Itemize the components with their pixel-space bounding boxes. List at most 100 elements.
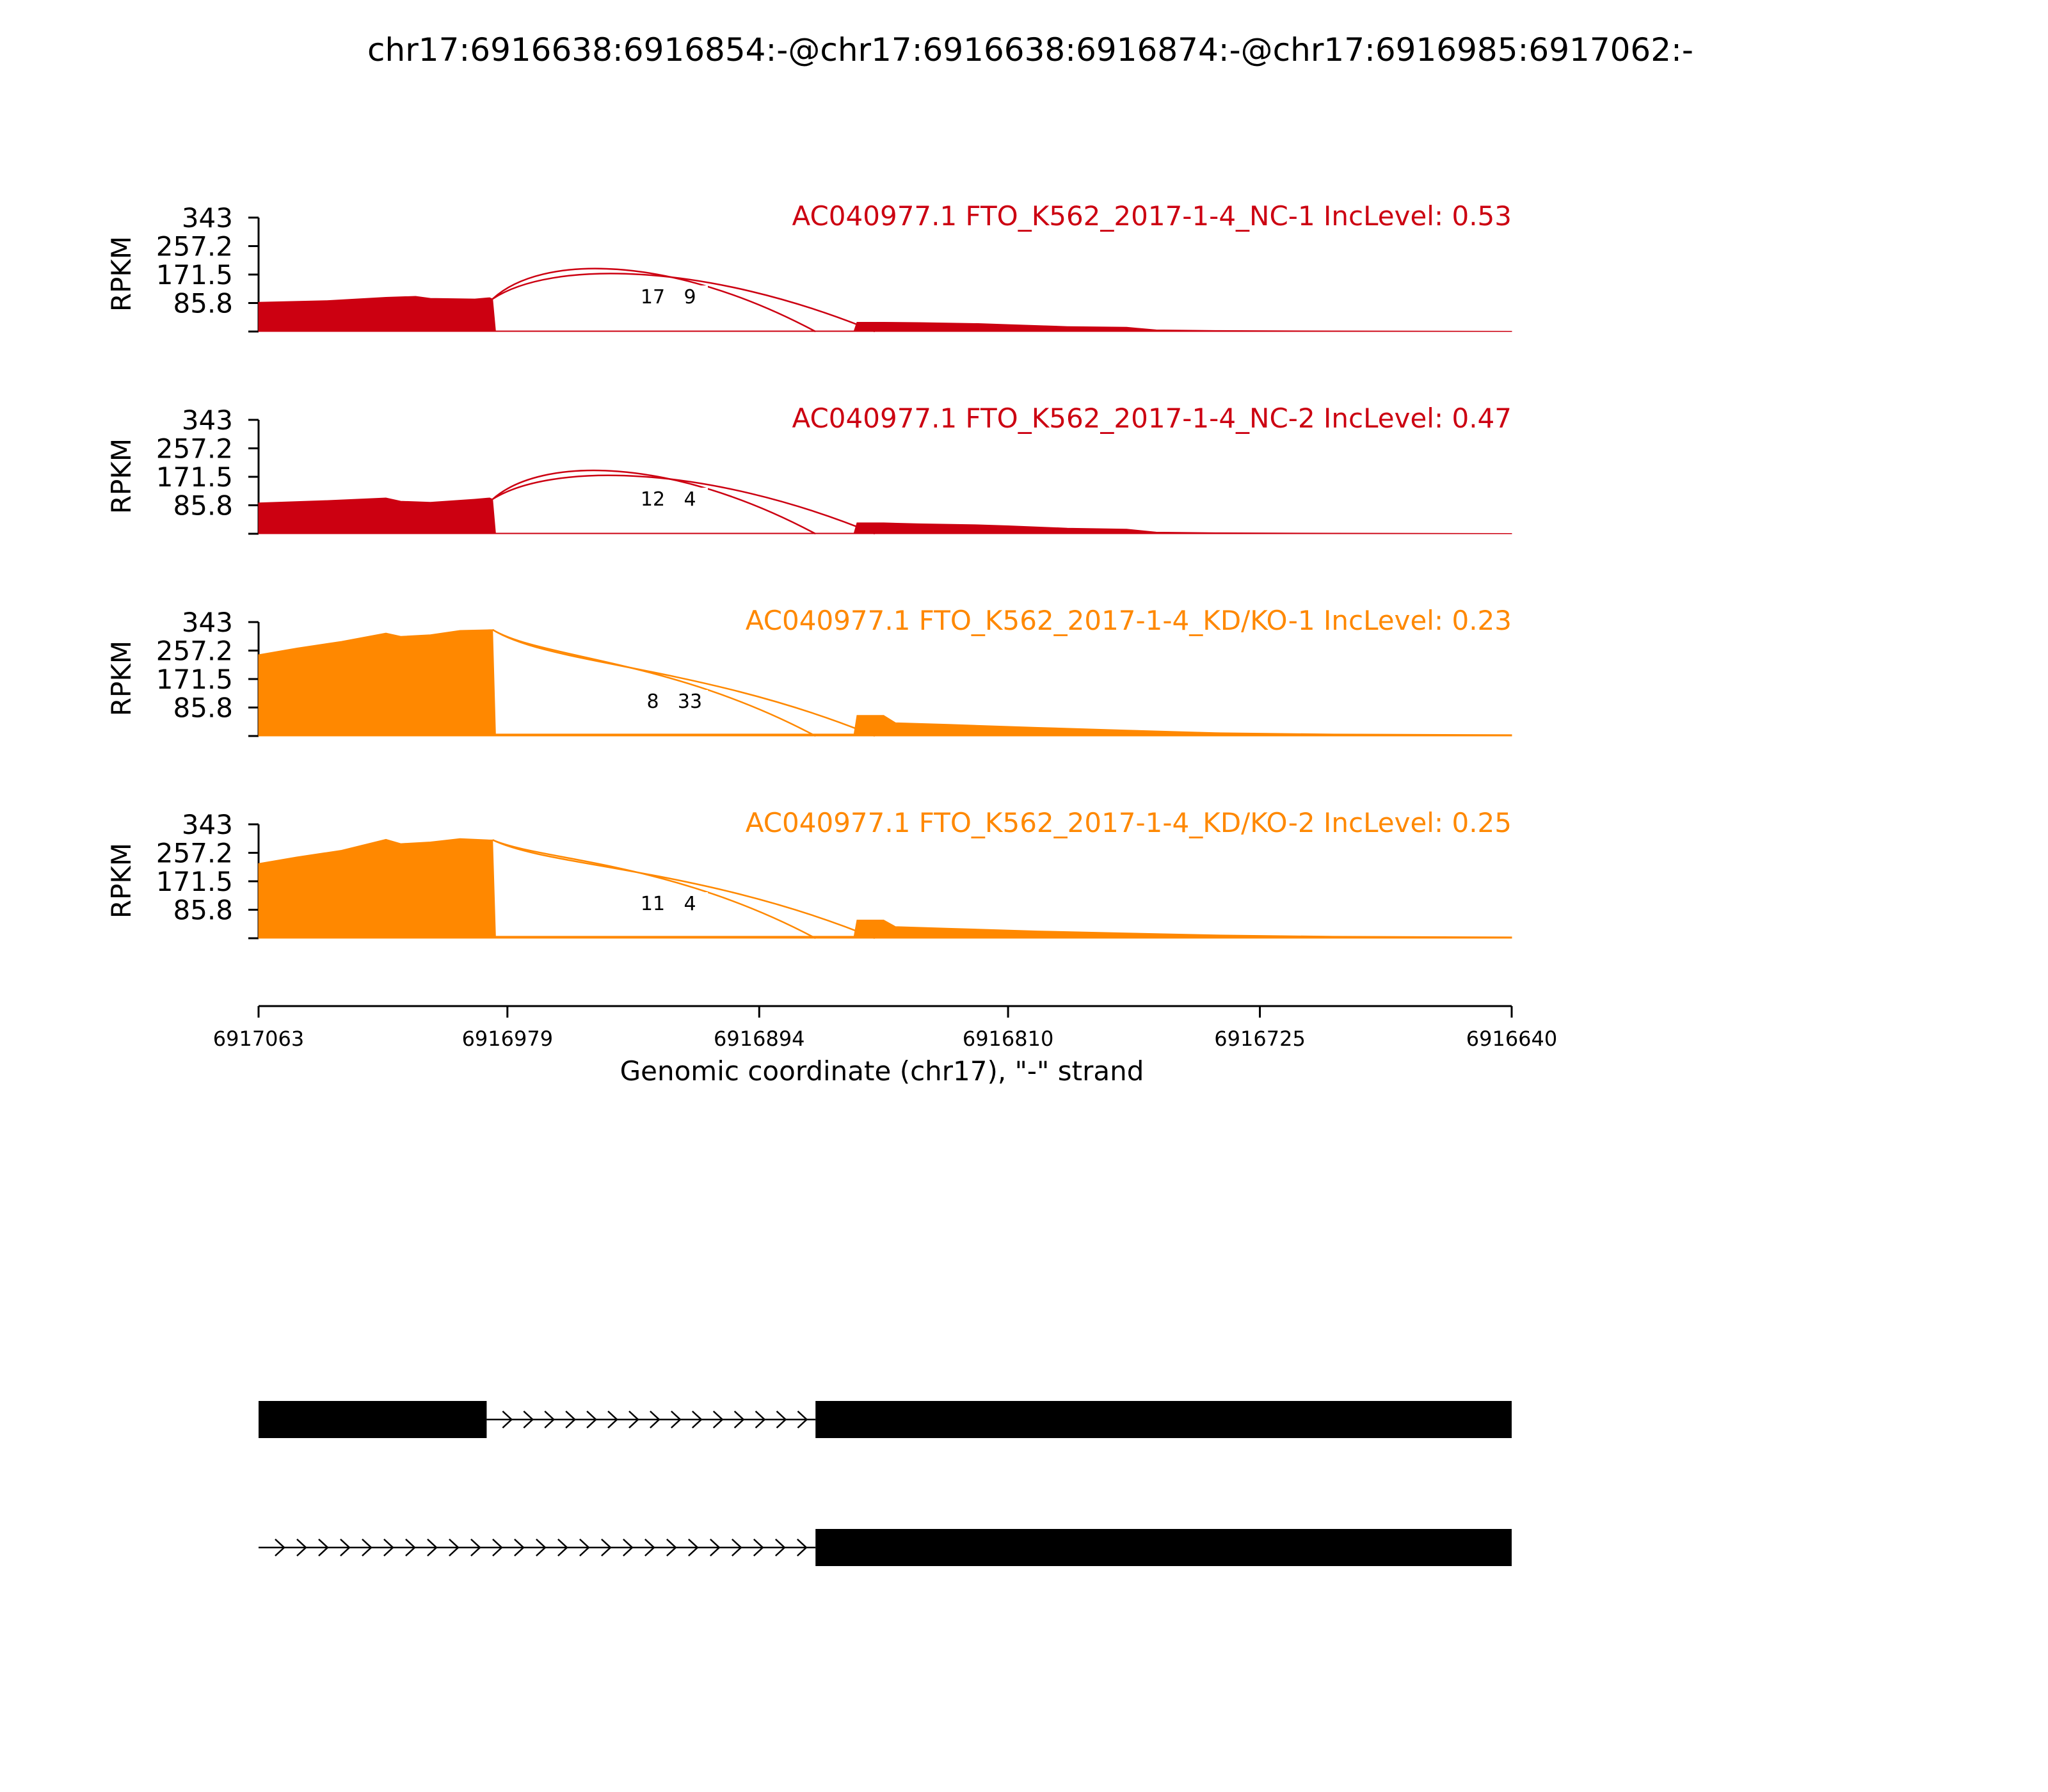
strand-arrow	[449, 1539, 460, 1556]
y-tick-label: 171.5	[156, 866, 233, 897]
x-tick-label: 6916810	[963, 1027, 1054, 1051]
strand-arrow	[666, 1539, 677, 1556]
strand-arrow	[731, 1539, 742, 1556]
strand-arrow	[753, 1539, 764, 1556]
strand-arrow	[565, 1411, 577, 1428]
exon-block	[815, 1529, 1512, 1566]
series-label: AC040977.1 FTO_K562_2017-1-4_KD/KO-1 Inc…	[746, 605, 1512, 636]
junction-arc	[492, 268, 816, 333]
junction-arc	[492, 839, 876, 940]
strand-arrow	[797, 1411, 808, 1428]
junction-label-box	[671, 488, 708, 512]
junction-count-label: 12	[641, 488, 665, 511]
exon-block	[259, 1401, 487, 1438]
strand-arrow	[755, 1411, 766, 1428]
strand-arrow	[670, 1411, 682, 1428]
junction-label-box	[671, 892, 708, 916]
strand-arrow	[796, 1539, 808, 1556]
strand-arrow	[514, 1539, 525, 1556]
y-axis-label: RPKM	[106, 236, 137, 312]
y-tick-label: 85.8	[173, 287, 233, 319]
y-tick-label: 171.5	[156, 461, 233, 493]
coverage-area	[258, 629, 1512, 737]
y-tick-label: 85.8	[173, 894, 233, 925]
x-tick-label: 6916640	[1466, 1027, 1558, 1051]
x-tick-label: 6916894	[714, 1027, 805, 1051]
strand-arrow	[544, 1411, 556, 1428]
strand-arrow	[644, 1539, 655, 1556]
strand-arrow	[776, 1411, 787, 1428]
strand-arrow	[688, 1539, 699, 1556]
y-tick-label: 257.2	[156, 838, 233, 869]
junction-count-label: 4	[684, 488, 696, 511]
strand-arrow	[579, 1539, 590, 1556]
transcript-2	[259, 1529, 1512, 1566]
x-tick-label: 6917063	[213, 1027, 305, 1051]
junction-arc	[492, 839, 816, 940]
strand-arrow	[296, 1539, 307, 1556]
series-label: AC040977.1 FTO_K562_2017-1-4_NC-1 IncLev…	[792, 200, 1512, 232]
strand-arrow	[623, 1539, 634, 1556]
transcript-1	[259, 1401, 1512, 1438]
exon-block	[815, 1401, 1512, 1438]
y-tick-label: 257.2	[156, 636, 233, 667]
junction-label-box	[671, 285, 708, 310]
junction-count-label: 11	[641, 893, 665, 915]
series-label: AC040977.1 FTO_K562_2017-1-4_KD/KO-2 Inc…	[746, 807, 1512, 838]
strand-arrow	[601, 1539, 612, 1556]
y-axis-label: RPKM	[106, 641, 137, 716]
strand-arrow	[586, 1411, 597, 1428]
junction-arc	[492, 628, 876, 737]
strand-arrow	[340, 1539, 351, 1556]
strand-arrow	[709, 1539, 721, 1556]
y-tick-label: 85.8	[173, 490, 233, 521]
strand-arrow	[405, 1539, 416, 1556]
junction-label-box	[634, 690, 671, 714]
junction-label-box	[634, 892, 671, 916]
strand-arrow	[536, 1539, 547, 1556]
strand-arrow	[733, 1411, 745, 1428]
strand-arrow	[427, 1539, 438, 1556]
junction-label-box	[634, 488, 671, 512]
y-tick-label: 257.2	[156, 231, 233, 262]
x-tick-label: 6916725	[1214, 1027, 1306, 1051]
junction-count-label: 17	[641, 286, 665, 308]
y-axis-label: RPKM	[106, 843, 137, 918]
strand-arrow	[712, 1411, 724, 1428]
strand-arrow	[502, 1411, 513, 1428]
junction-count-label: 9	[684, 286, 696, 308]
junction-arc	[492, 469, 816, 535]
strand-arrow	[492, 1539, 503, 1556]
strand-arrow	[650, 1411, 660, 1428]
junction-label-box	[634, 285, 671, 310]
strand-arrow	[470, 1539, 481, 1556]
coverage-area	[258, 838, 1512, 939]
y-axis-label: RPKM	[106, 438, 137, 514]
junction-label-box	[671, 690, 708, 714]
coverage-area	[258, 497, 1512, 534]
strand-arrow	[523, 1411, 534, 1428]
y-tick-label: 343	[182, 809, 233, 840]
strand-arrow	[607, 1411, 618, 1428]
junction-arc	[492, 474, 876, 535]
strand-arrow	[774, 1539, 786, 1556]
junction-arc	[492, 628, 816, 737]
strand-arrow	[557, 1539, 568, 1556]
y-tick-label: 257.2	[156, 433, 233, 465]
junction-count-label: 4	[684, 893, 696, 915]
y-tick-label: 171.5	[156, 259, 233, 291]
y-tick-label: 343	[182, 607, 233, 638]
series-label: AC040977.1 FTO_K562_2017-1-4_NC-2 IncLev…	[792, 403, 1512, 434]
x-tick-label: 6916979	[462, 1027, 554, 1051]
strand-arrow	[691, 1411, 703, 1428]
y-tick-label: 171.5	[156, 664, 233, 695]
coverage-area	[258, 296, 1512, 332]
x-axis: 6917063 6916979 6916894 6916810 6916725 69166…	[213, 1005, 1558, 1051]
y-tick-label: 343	[182, 404, 233, 436]
strand-arrow	[362, 1539, 372, 1556]
